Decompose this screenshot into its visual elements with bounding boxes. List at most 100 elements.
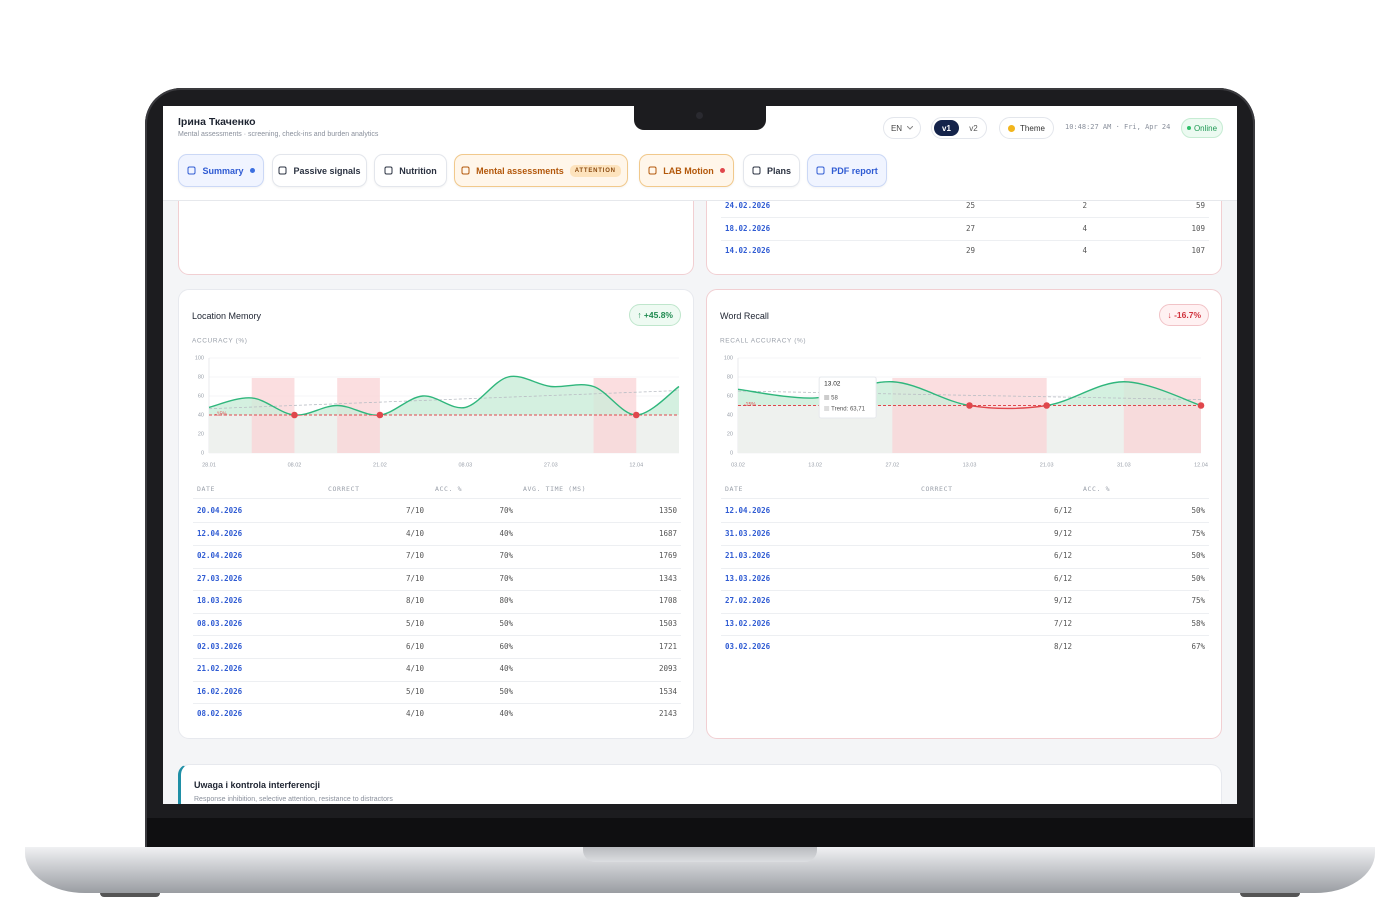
table-cell: 7/12 bbox=[1053, 619, 1072, 628]
table-cell: 40% bbox=[499, 664, 513, 674]
tab-label: Plans bbox=[766, 165, 791, 176]
version-v2[interactable]: v2 bbox=[969, 123, 978, 133]
tab[interactable]: PDF report bbox=[807, 154, 887, 187]
alert-band bbox=[337, 378, 380, 453]
tab-dot bbox=[719, 168, 725, 173]
row-separator bbox=[721, 612, 1209, 614]
delta-badge: ↑ +45.8% bbox=[629, 304, 681, 326]
tab[interactable]: Passive signals bbox=[272, 154, 367, 187]
table-cell: 1708 bbox=[658, 596, 677, 606]
tooltip-title: 13.02 bbox=[824, 381, 841, 388]
date-cell: 18.02.2026 bbox=[725, 223, 771, 233]
trend-line bbox=[737, 390, 1202, 400]
tab[interactable]: Summary bbox=[178, 154, 264, 187]
icon-shape bbox=[648, 166, 657, 175]
laptop-chin bbox=[147, 818, 1253, 848]
y-tick-label: 40 bbox=[727, 412, 733, 418]
column-header: DATE bbox=[725, 485, 744, 493]
tooltip-box bbox=[818, 376, 877, 419]
column-header: CORRECT bbox=[921, 485, 953, 493]
x-tick-label: 12.04 bbox=[1194, 462, 1208, 468]
table-cell: 9/12 bbox=[1053, 528, 1072, 538]
version-v1[interactable]: v1 bbox=[934, 120, 959, 136]
alert-point bbox=[1197, 402, 1205, 409]
alert-point bbox=[966, 402, 973, 409]
date-cell: 16.02.2026 bbox=[197, 686, 243, 696]
date-cell: 12.04.2026 bbox=[725, 506, 771, 515]
icon-shape bbox=[816, 166, 825, 175]
x-tick-label: 21.03 bbox=[1040, 462, 1054, 468]
y-tick-label: 0 bbox=[730, 450, 733, 456]
laptop-foot bbox=[100, 893, 160, 897]
alert-point bbox=[291, 411, 298, 419]
table-cell: 7/10 bbox=[405, 506, 424, 515]
patient-name: Ірина Ткаченко bbox=[178, 116, 256, 128]
laptop-foot bbox=[1240, 893, 1300, 897]
x-tick-label: 03.02 bbox=[731, 462, 745, 468]
tab[interactable]: Mental assessments ATTENTION bbox=[454, 154, 628, 187]
tooltip-swatch bbox=[824, 395, 830, 400]
row-separator bbox=[721, 635, 1209, 637]
table-cell: 9/12 bbox=[1053, 596, 1072, 606]
table-cell: 1343 bbox=[658, 573, 677, 583]
table-cell: 50% bbox=[499, 619, 513, 628]
status-label: Online bbox=[1193, 123, 1218, 133]
table-cell: 50% bbox=[1191, 551, 1205, 561]
tab-icon bbox=[461, 166, 470, 175]
table-cell: 4 bbox=[1082, 246, 1087, 256]
card-title: Word Recall bbox=[720, 311, 769, 321]
location-memory-card: Location Memory ↑ +45.8% ACCURACY (%) 0 20 40… bbox=[178, 289, 694, 739]
y-tick-label: 20 bbox=[198, 431, 204, 437]
table-cell: 4/10 bbox=[405, 528, 424, 538]
theme-toggle[interactable]: Theme bbox=[999, 117, 1054, 139]
tab[interactable]: LAB Motion bbox=[639, 154, 734, 187]
table-cell: 50% bbox=[499, 686, 513, 696]
row-separator bbox=[721, 544, 1209, 546]
trend-line bbox=[208, 390, 680, 410]
tab[interactable]: Nutrition bbox=[374, 154, 447, 187]
version-toggle: v1 v2 bbox=[931, 117, 987, 139]
column-header: DATE bbox=[197, 485, 216, 493]
table-cell: 6/12 bbox=[1053, 573, 1072, 583]
x-tick-label: 08.03 bbox=[458, 462, 472, 468]
date-cell: 18.03.2026 bbox=[197, 596, 243, 606]
table-cell: 1687 bbox=[658, 528, 677, 538]
table-cell: 6/12 bbox=[1053, 506, 1072, 515]
x-tick-label: 13.02 bbox=[808, 462, 822, 468]
language: EN bbox=[890, 123, 903, 133]
table-cell: 60% bbox=[499, 641, 513, 651]
table-cell: 2 bbox=[1082, 201, 1087, 210]
column-header: ACC. % bbox=[435, 485, 463, 493]
table-cell: 4 bbox=[1082, 223, 1087, 233]
content-area: 24.02.2026 25 2 59 18.02.2026 27 4 109 14.02.202… bbox=[163, 200, 1237, 804]
table-cell: 40% bbox=[499, 528, 513, 538]
table-cell: 59 bbox=[1195, 201, 1205, 210]
table-cell: 107 bbox=[1191, 246, 1205, 256]
date-cell: 02.03.2026 bbox=[197, 641, 243, 651]
table-cell: 58% bbox=[1191, 619, 1205, 628]
date-cell: 21.03.2026 bbox=[725, 551, 771, 561]
section-title: Uwaga i kontrola interferencji bbox=[194, 780, 321, 790]
tab-icon bbox=[384, 166, 393, 175]
table-cell: 75% bbox=[1191, 596, 1205, 606]
language-select[interactable]: EN bbox=[883, 117, 921, 139]
table-cell: 4/10 bbox=[405, 664, 424, 674]
row-separator bbox=[193, 680, 681, 682]
date-cell: 24.02.2026 bbox=[725, 201, 771, 210]
y-tick-label: 80 bbox=[198, 374, 204, 380]
table-cell: 6/12 bbox=[1053, 551, 1072, 561]
date-cell: 14.02.2026 bbox=[725, 246, 771, 256]
icon-shape bbox=[187, 166, 196, 175]
camera-notch bbox=[634, 106, 766, 130]
table-cell: 1769 bbox=[658, 551, 677, 561]
status-badge: Online bbox=[1181, 118, 1223, 138]
table-cell: 4/10 bbox=[405, 709, 424, 719]
tab[interactable]: Plans bbox=[743, 154, 800, 187]
column-header: AVG. TIME (MS) bbox=[523, 485, 587, 493]
row-separator bbox=[193, 657, 681, 659]
row-separator bbox=[193, 544, 681, 546]
theme-label: Theme bbox=[1020, 123, 1045, 133]
tooltip-trend: Trend: 63,71 bbox=[831, 407, 865, 413]
date-cell: 27.03.2026 bbox=[197, 573, 243, 583]
table-cell: 50% bbox=[1191, 573, 1205, 583]
